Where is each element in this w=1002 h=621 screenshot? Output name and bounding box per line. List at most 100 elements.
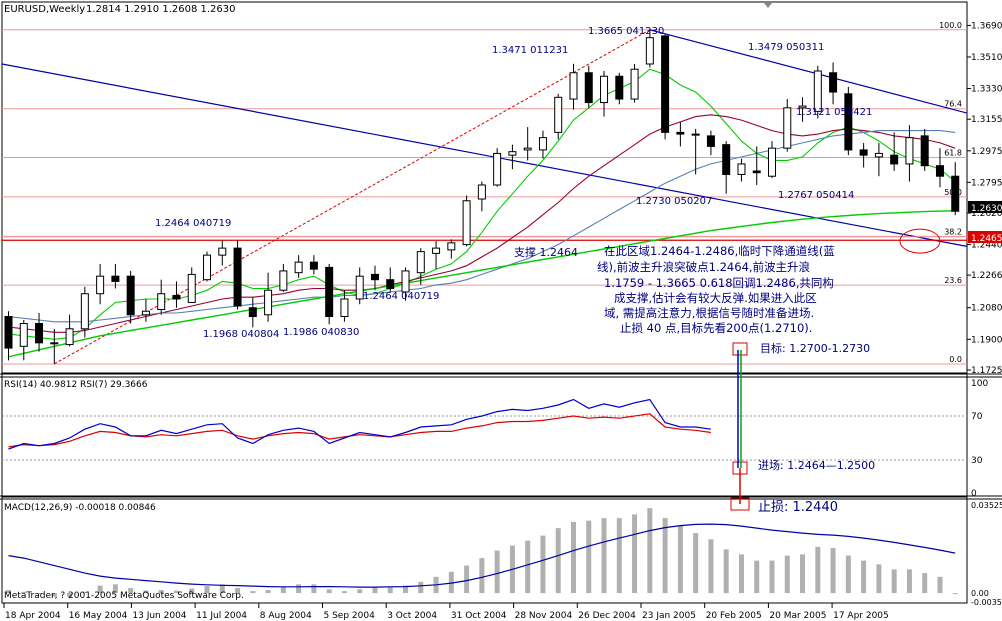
candle xyxy=(172,281,181,308)
candle xyxy=(584,65,593,108)
x-tick-label: 23 Jan 2005 xyxy=(642,611,696,621)
price-tick-label: 1.1900 xyxy=(971,335,1002,345)
x-tick-label: 20 Feb 2005 xyxy=(706,611,762,621)
candle-body xyxy=(172,294,181,300)
macd-bar xyxy=(97,585,103,594)
candle xyxy=(768,141,776,178)
note-line: 止损 40 点,目标先看200点(1.2710). xyxy=(620,321,812,335)
x-tick-label: 17 Apr 2005 xyxy=(833,611,889,621)
price-tick-label: 1.2080 xyxy=(971,304,1002,314)
price-tick-label: 1.1725 xyxy=(971,366,1002,376)
macd-bar xyxy=(876,564,882,594)
candle xyxy=(203,251,212,282)
macd-panel[interactable] xyxy=(6,508,958,597)
candle-body xyxy=(35,323,44,344)
candle xyxy=(859,142,868,168)
candle-body xyxy=(233,247,242,307)
candle xyxy=(294,255,303,278)
candle xyxy=(523,127,532,161)
macd-tick-label: 0.03525 xyxy=(971,501,1002,510)
candle xyxy=(905,125,914,182)
support-zone-circle xyxy=(899,228,941,254)
candle-body xyxy=(752,170,761,174)
macd-bar xyxy=(311,584,317,594)
candle xyxy=(157,279,166,315)
macd-bar xyxy=(723,549,729,594)
macd-bar xyxy=(693,533,699,594)
candle-body xyxy=(569,72,578,100)
candle-body xyxy=(951,175,960,212)
macd-bar xyxy=(922,573,928,594)
note-line: 1.1759 - 1.3665 0.618回调1.2486,共同构 xyxy=(604,276,834,290)
annotations xyxy=(730,342,750,511)
candle-body xyxy=(141,310,150,316)
copyright-text: MetaTrader, ? 2001-2005 MetaQuotes Softw… xyxy=(4,591,244,601)
candle xyxy=(218,240,227,266)
x-tick-label: 28 Nov 2004 xyxy=(515,611,573,621)
candle-body xyxy=(340,298,349,318)
candle-body xyxy=(218,247,227,256)
candle xyxy=(615,72,624,105)
candle xyxy=(874,142,883,177)
macd-bar xyxy=(784,555,790,594)
macd-bar xyxy=(906,569,912,594)
candle xyxy=(264,272,273,322)
price-label: 1.1968 040804 xyxy=(203,329,279,340)
candle-body xyxy=(890,154,899,165)
candle-body xyxy=(523,147,532,151)
candle-body xyxy=(50,342,59,345)
x-tick-label: 16 May 2004 xyxy=(69,611,128,621)
macd-bar xyxy=(21,591,27,594)
chart-symbol: EURUSD,Weekly xyxy=(4,4,85,15)
candle-body xyxy=(798,105,807,109)
candle-body xyxy=(477,184,486,200)
red-line-price-value: 1.2465 xyxy=(971,234,1002,244)
candle xyxy=(416,248,425,285)
candle xyxy=(35,313,44,352)
fib-level-label: 50.0 xyxy=(944,188,962,197)
price-tick-label: 1.3510 xyxy=(971,53,1002,63)
price-tick-label: 1.3690 xyxy=(971,21,1002,31)
price-tick-label: 1.2620 xyxy=(971,209,1002,219)
candle xyxy=(50,328,59,364)
candle xyxy=(386,267,395,292)
candle xyxy=(141,298,150,322)
price-tick-label: 1.2975 xyxy=(971,147,1002,157)
target-label: 目标: 1.2700-1.2730 xyxy=(760,341,870,355)
candle-body xyxy=(706,135,715,147)
candle-body xyxy=(584,72,593,104)
candle-body xyxy=(859,149,868,156)
candle-body xyxy=(905,137,914,165)
candle-body xyxy=(661,35,670,133)
axes: 1.3690 1.3510 1.3330 1.3155 1.2975 1.2795 1.26… xyxy=(3,3,1002,621)
candle-body xyxy=(645,37,654,65)
candle-body xyxy=(676,131,685,135)
rsi-panel[interactable] xyxy=(2,398,967,461)
x-tick-label: 11 Jul 2004 xyxy=(196,611,247,621)
rsi-header: RSI(14) 40.9812 RSI(7) 29.3666 xyxy=(4,380,148,390)
price-panel[interactable]: 100.0 76.4 61.8 50.0 38.2 23.6 0.0 xyxy=(2,21,967,365)
price-label: 1.2730 050207 xyxy=(636,196,712,207)
candle-body xyxy=(111,275,120,282)
price-tick-label: 1.2795 xyxy=(971,178,1002,188)
candle-body xyxy=(248,307,257,318)
macd-bar xyxy=(372,587,378,594)
candle-body xyxy=(768,147,776,177)
candle xyxy=(813,65,822,119)
macd-bar xyxy=(448,571,454,594)
candle xyxy=(600,70,609,117)
candle xyxy=(477,181,486,212)
candle xyxy=(65,314,74,347)
price-label: 1.1986 040830 xyxy=(283,327,359,338)
macd-bar xyxy=(937,576,943,594)
panel-border xyxy=(1,496,968,604)
macd-bar xyxy=(82,591,88,594)
candle xyxy=(752,146,761,185)
candle-body xyxy=(4,316,13,349)
candle-body xyxy=(203,254,212,281)
candle-body xyxy=(447,242,456,251)
candle-body xyxy=(96,275,105,295)
candle-body xyxy=(355,275,364,300)
candle xyxy=(4,311,13,361)
